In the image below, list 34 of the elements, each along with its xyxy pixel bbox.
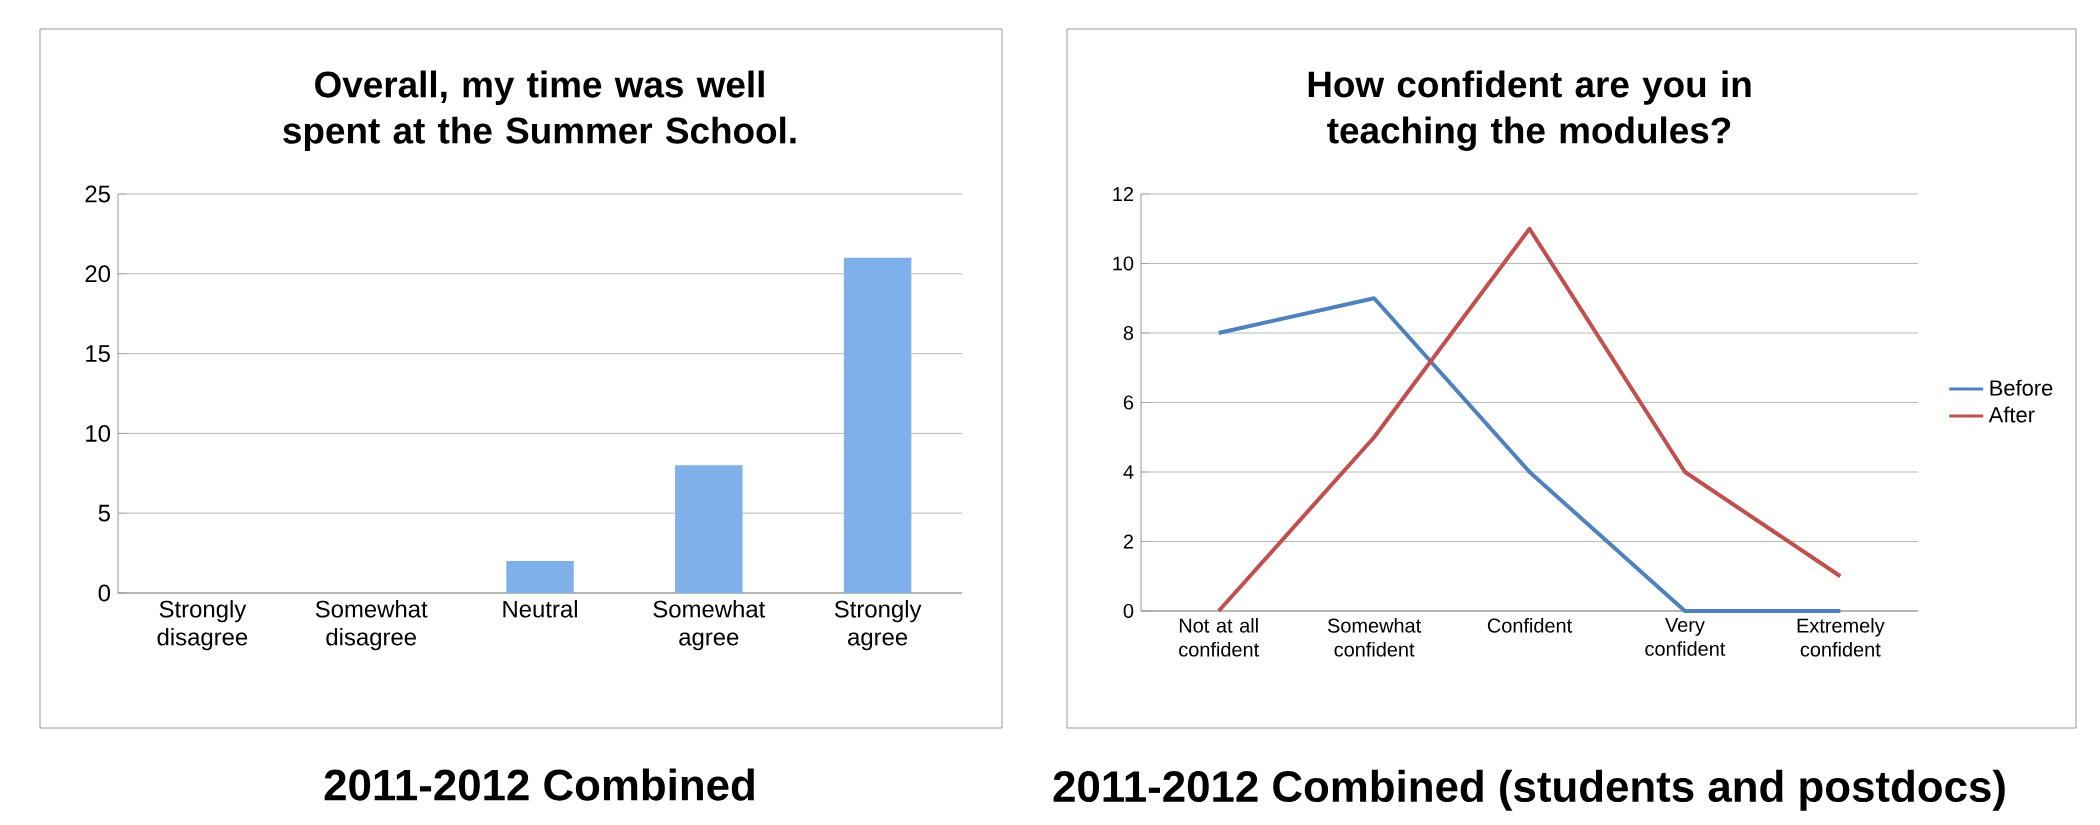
y-tick-label: 0 [1123, 603, 1134, 619]
x-tick-label: Somewhat confident [1327, 618, 1422, 657]
y-tick-label: 20 [85, 265, 111, 283]
x-tick-label: Extremely confident [1797, 618, 1885, 657]
y-tick-label: 2 [1123, 534, 1133, 549]
legend-label: After [1988, 406, 2035, 423]
x-tick-label: Neutral [503, 600, 577, 618]
legend-label: Before [1990, 379, 2053, 396]
y-tick-label: 10 [1113, 256, 1134, 271]
x-tick-label: Confident [1487, 618, 1573, 633]
y-tick-label: 0 [98, 584, 111, 602]
y-tick-label: 6 [1123, 395, 1134, 410]
chart-title: Overall, my time was well spent at the Summer School. [283, 70, 796, 151]
x-tick-label: Not at all confident [1179, 618, 1260, 657]
text: 2011-2012 Combined (students and postdocs) [1053, 769, 2005, 811]
y-tick-label: 5 [98, 504, 110, 522]
y-tick-label: 10 [86, 424, 111, 442]
text: 2011-2012 Combined [324, 768, 754, 801]
x-tick-label: Somewhat agree [653, 600, 766, 651]
y-tick-label: 4 [1123, 465, 1134, 479]
line-series [1216, 296, 1843, 613]
y-tick-label: 25 [85, 185, 110, 203]
y-tick-label: 8 [1123, 325, 1134, 341]
line-series [1216, 226, 1843, 613]
bar [506, 561, 574, 593]
x-tick-label: Very confident [1645, 618, 1726, 656]
x-tick-label: Strongly agree [834, 600, 922, 651]
y-tick-label: 15 [86, 345, 110, 362]
bar [843, 257, 912, 593]
bar [675, 465, 743, 593]
y-tick-label: 12 [1113, 187, 1133, 201]
x-tick-label: Strongly disagree [157, 600, 248, 651]
chart-title: How confident are you in teaching the modules? [1308, 70, 1751, 151]
x-tick-label: Somewhat disagree [315, 600, 428, 651]
